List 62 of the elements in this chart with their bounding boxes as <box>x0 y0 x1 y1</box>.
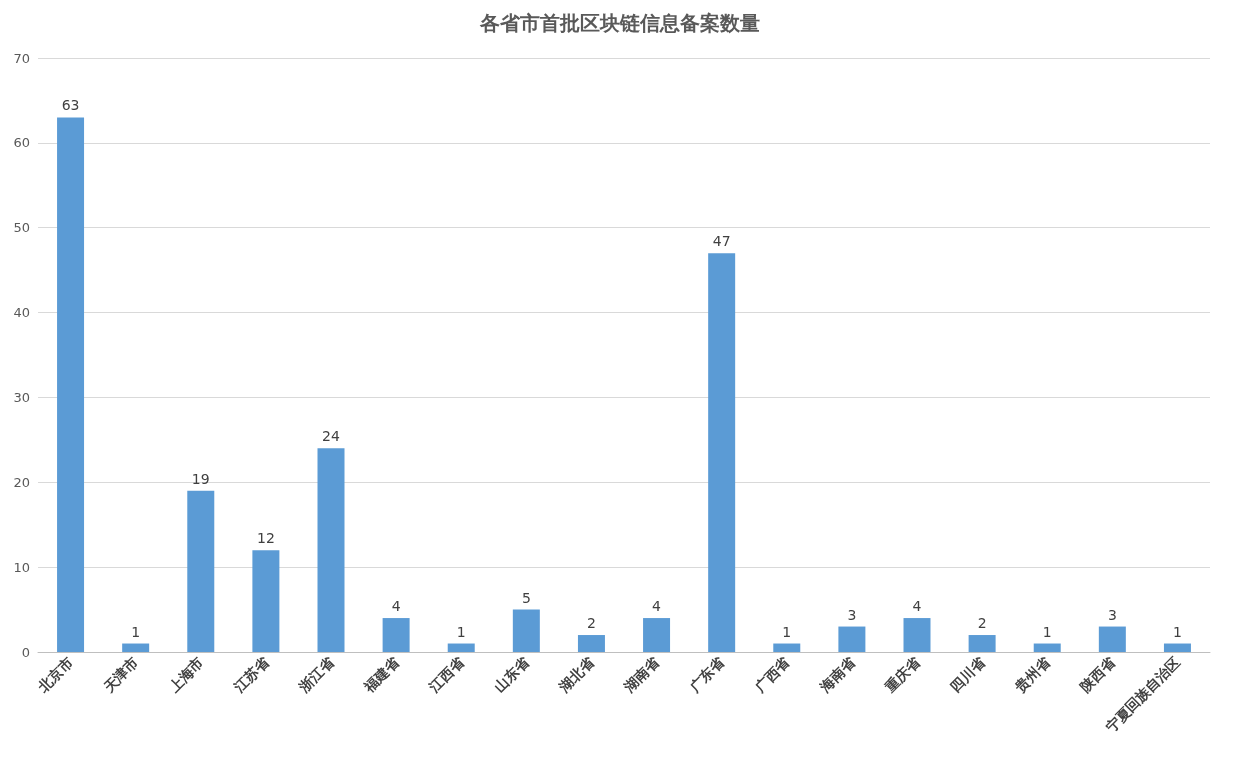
data-label: 1 <box>131 623 141 640</box>
data-label: 4 <box>652 598 662 615</box>
bar <box>968 635 996 652</box>
data-label: 1 <box>1042 623 1052 640</box>
x-tick-label: 重庆省 <box>880 653 924 697</box>
bar <box>57 117 85 652</box>
x-tick-label: 陕西省 <box>1076 653 1119 696</box>
y-tick-label: 70 <box>13 50 30 66</box>
x-tick-label: 浙江省 <box>294 653 338 697</box>
bar <box>903 618 931 652</box>
x-tick-label: 海南省 <box>815 653 859 697</box>
bar <box>187 490 215 652</box>
x-tick-label: 北京市 <box>34 654 77 697</box>
bar <box>317 448 345 652</box>
data-label: 4 <box>912 598 922 615</box>
data-label: 19 <box>191 470 210 487</box>
x-tick-label: 上海市 <box>164 654 207 697</box>
data-label: 12 <box>256 530 275 547</box>
data-label: 63 <box>61 97 80 114</box>
bar <box>773 643 801 652</box>
y-tick-label: 20 <box>13 474 30 490</box>
y-tick-label: 30 <box>13 389 30 405</box>
x-tick-label: 湖南省 <box>620 653 663 697</box>
x-tick-label: 贵州省 <box>1011 653 1054 697</box>
data-label: 3 <box>1107 606 1117 623</box>
bar <box>643 618 671 652</box>
data-label: 3 <box>847 606 857 623</box>
bar <box>122 643 150 652</box>
bar <box>838 626 866 652</box>
bar <box>1163 643 1191 652</box>
bar <box>252 550 280 652</box>
data-label: 2 <box>977 615 987 632</box>
bar <box>708 253 736 652</box>
bar <box>382 618 410 652</box>
x-tick-label: 江苏省 <box>229 653 273 697</box>
x-tick-label: 天津市 <box>99 654 142 697</box>
data-label: 1 <box>456 623 466 640</box>
x-tick-label: 湖北省 <box>555 653 598 697</box>
data-label: 5 <box>521 589 531 606</box>
bar <box>577 635 605 652</box>
y-tick-label: 10 <box>13 559 30 575</box>
data-label: 4 <box>391 598 401 615</box>
data-label: 24 <box>322 428 340 445</box>
y-tick-label: 40 <box>13 305 30 321</box>
x-tick-label: 山东省 <box>490 653 533 696</box>
data-label: 1 <box>1172 623 1182 640</box>
chart-title: 各省市首批区块链信息备案数量 <box>479 11 760 35</box>
x-tick-label: 四川省 <box>946 653 989 696</box>
y-tick-label: 50 <box>13 220 30 236</box>
bar <box>447 643 475 652</box>
data-label: 2 <box>586 615 596 632</box>
bar <box>1033 643 1061 652</box>
x-tick-label: 广西省 <box>750 653 794 697</box>
x-tick-label: 江西省 <box>425 653 468 697</box>
y-tick-label: 60 <box>13 135 30 151</box>
bar <box>512 609 540 652</box>
x-tick-label: 福建省 <box>360 653 403 697</box>
data-label: 1 <box>782 623 792 640</box>
x-tick-label: 广东省 <box>685 653 729 697</box>
bar <box>1098 626 1126 652</box>
y-tick-label: 0 <box>21 644 30 660</box>
data-label: 47 <box>712 233 731 250</box>
